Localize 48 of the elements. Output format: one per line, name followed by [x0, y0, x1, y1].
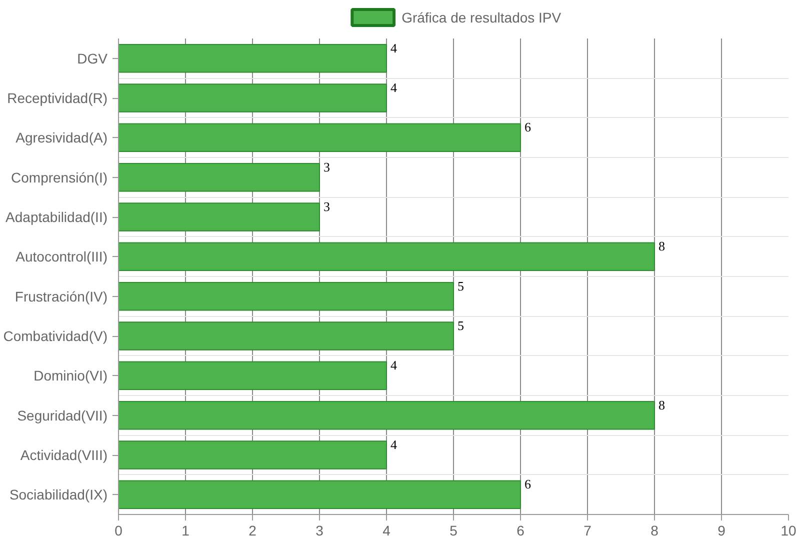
bar [118, 84, 387, 112]
y-tick-label: Seguridad(VII) [17, 407, 108, 424]
bar [118, 361, 387, 390]
y-tick-label: Receptividad(R) [7, 90, 108, 106]
data-label: 8 [658, 238, 665, 254]
bar [118, 162, 320, 192]
bar [118, 123, 521, 152]
y-tick-label: Combatividad(V) [3, 328, 108, 344]
y-tick-label: Dominio(VI) [34, 368, 108, 384]
legend-label: Gráfica de resultados IPV [402, 10, 562, 26]
y-tick-label: Sociabilidad(IX) [9, 486, 108, 503]
y-tick-label: Adaptabilidad(II) [6, 209, 108, 225]
x-tick-label: 10 [780, 522, 796, 538]
x-tick-label: 2 [248, 522, 257, 538]
y-tick-label: Comprensión(I) [11, 169, 108, 186]
x-tick-label: 0 [114, 522, 123, 538]
y-tick-label: Agresividad(A) [16, 130, 108, 146]
data-label: 8 [658, 397, 665, 412]
y-tick-label: Actividad(VIII) [20, 447, 108, 463]
bar [118, 322, 454, 350]
data-label: 4 [390, 437, 398, 452]
x-tick-label: 7 [584, 522, 592, 538]
bar [118, 242, 655, 272]
x-tick-label: 5 [450, 522, 458, 538]
data-label: 3 [324, 159, 330, 174]
bar [118, 480, 521, 510]
bar [118, 282, 454, 311]
y-tick-label: DGV [77, 50, 108, 66]
y-tick-label: Frustración(IV) [14, 288, 108, 304]
data-label: 6 [524, 120, 532, 135]
data-label: 5 [458, 318, 464, 333]
x-tick-label: 1 [182, 522, 190, 538]
bar [118, 440, 387, 470]
y-tick-label: Autocontrol(III) [16, 248, 108, 265]
x-tick-label: 3 [316, 522, 324, 538]
bar [118, 400, 655, 430]
data-label: 4 [390, 358, 398, 373]
bar [118, 44, 387, 73]
x-tick-label: 9 [718, 522, 726, 538]
bar [118, 202, 320, 232]
x-tick-label: 4 [382, 522, 391, 538]
data-label: 4 [390, 80, 398, 95]
data-label: 3 [324, 199, 330, 214]
x-tick-label: 8 [650, 522, 659, 538]
data-label: 4 [390, 40, 398, 56]
x-tick-label: 6 [516, 522, 525, 538]
data-label: 6 [524, 476, 532, 492]
data-label: 5 [458, 278, 464, 294]
